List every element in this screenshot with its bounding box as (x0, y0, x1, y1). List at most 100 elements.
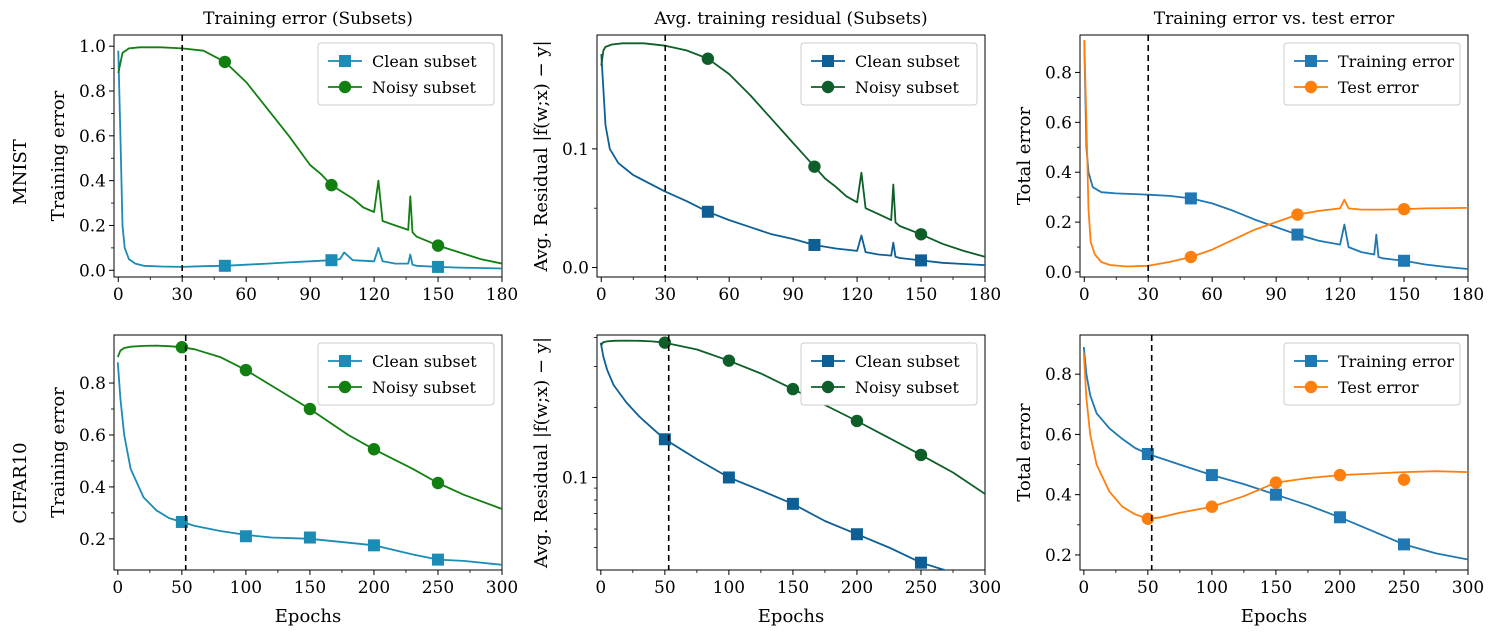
x-tick-label: 250 (422, 578, 454, 598)
legend-box (800, 42, 978, 106)
x-tick-label: 150 (905, 285, 937, 305)
legend-label: Noisy subset (372, 78, 477, 97)
y-tick-label: 0.0 (1045, 263, 1072, 283)
series-0-marker (1291, 228, 1304, 241)
x-tick-label: 50 (654, 578, 676, 598)
legend-marker (822, 355, 834, 367)
chart-cifar-residual: 0 50 100 150 200 250 300 0.1 Epochs Avg. Residual… (531, 334, 1001, 627)
legend: Clean subset Noisy subset (317, 42, 495, 106)
legend-label: Test error (1338, 378, 1419, 397)
x-axis-label: Epochs (758, 606, 824, 627)
legend-box (317, 342, 495, 406)
series-1-marker (1333, 468, 1347, 482)
series-0-marker (218, 259, 231, 272)
y-tick-label: 0.1 (562, 140, 589, 160)
x-tick-label: 0 (112, 578, 123, 598)
series-1-marker (1397, 473, 1411, 486)
series-0-marker (432, 260, 445, 273)
plot-area (1083, 39, 1468, 270)
x-tick-label: 30 (654, 285, 676, 305)
series-line-0 (599, 342, 948, 570)
series-1-marker (218, 55, 232, 69)
legend: Training error Test error (1283, 42, 1461, 106)
series-0-marker (1397, 538, 1410, 551)
legend-label: Noisy subset (372, 378, 477, 397)
x-tick-label: 0 (596, 285, 607, 305)
x-tick-label: 120 (841, 285, 873, 305)
x-tick-label: 120 (1324, 285, 1356, 305)
y-tick-label: 0.4 (1045, 486, 1072, 506)
axes-frame (1079, 334, 1469, 571)
x-tick-label: 180 (1452, 285, 1484, 305)
axes-frame (596, 34, 986, 278)
legend-label: Noisy subset (855, 378, 960, 397)
row-label-cifar10: CIFAR10 (10, 442, 31, 523)
series-0-marker (1269, 488, 1282, 501)
series-1-marker (722, 354, 736, 367)
x-tick-label: 150 (294, 578, 326, 598)
y-tick-label: 0.8 (79, 374, 106, 394)
y-tick-label: 0.8 (1045, 365, 1072, 385)
x-tick-label: 60 (1201, 285, 1223, 305)
x-tick-label: 150 (777, 578, 809, 598)
plot-area (599, 336, 985, 570)
x-tick-label: 180 (969, 285, 1001, 305)
series-0-marker (367, 539, 380, 552)
plot-area (600, 42, 985, 267)
series-0-marker (850, 528, 863, 541)
y-tick-label: 0.4 (1045, 163, 1072, 183)
x-tick-label: 0 (595, 578, 606, 598)
axes-frame (1079, 34, 1469, 278)
legend-marker (338, 80, 352, 94)
series-1-marker (1205, 500, 1219, 513)
series-line-0 (116, 362, 502, 566)
legend-label: Clean subset (855, 352, 960, 371)
chart-title: Training error (Subsets) (203, 9, 413, 29)
legend-box (1283, 42, 1461, 106)
x-tick-label: 100 (1196, 578, 1228, 598)
legend-label: Clean subset (372, 52, 477, 71)
series-0-marker (914, 556, 927, 569)
legend-box (1283, 342, 1461, 406)
plot-area (1082, 347, 1468, 561)
legend-label: Test error (1338, 78, 1419, 97)
y-tick-label: 1.0 (79, 37, 106, 57)
x-tick-label: 180 (486, 285, 518, 305)
legend-label: Training error (1338, 52, 1454, 71)
legend-box (317, 42, 495, 106)
y-tick-label: 0.2 (79, 530, 106, 550)
x-axis-label: Epochs (1241, 606, 1307, 627)
x-tick-label: 150 (1260, 578, 1292, 598)
legend-label: Clean subset (372, 352, 477, 371)
series-0-marker (1184, 192, 1197, 205)
legend: Clean subset Noisy subset (800, 42, 978, 106)
series-0-marker (658, 433, 671, 446)
x-tick-label: 100 (713, 578, 745, 598)
chart-cifar-total: 0 50 100 150 200 250 300 0.2 0.4 0.6 0.8 Epochs Tota… (1014, 334, 1484, 627)
series-1-marker (325, 178, 338, 192)
x-tick-label: 150 (422, 285, 454, 305)
series-1-marker (914, 448, 928, 462)
x-tick-label: 50 (171, 578, 193, 598)
x-tick-label: 90 (1265, 285, 1287, 305)
legend-marker (821, 80, 835, 94)
series-0-marker (808, 238, 821, 251)
series-0-marker (1141, 448, 1154, 461)
y-axis-label: Training error (48, 387, 69, 518)
x-tick-label: 30 (1137, 285, 1159, 305)
legend-marker (821, 380, 835, 394)
x-tick-label: 200 (841, 578, 873, 598)
chart-mnist-total: 0 30 60 90 120 150 180 0.0 0.2 0.4 0.6 0.8 Training … (1014, 9, 1484, 305)
x-tick-label: 0 (1078, 578, 1089, 598)
axes-frame (113, 34, 503, 278)
legend-marker (1304, 80, 1318, 94)
series-1-marker (303, 402, 317, 416)
x-tick-label: 300 (1452, 578, 1484, 598)
series-1-marker (1291, 208, 1304, 221)
chart-title: Training error vs. test error (1154, 9, 1395, 29)
series-1-marker (786, 382, 800, 396)
x-tick-label: 50 (1137, 578, 1159, 598)
x-tick-label: 100 (230, 578, 262, 598)
legend: Clean subset Noisy subset (800, 342, 978, 406)
series-1-marker (914, 228, 928, 241)
